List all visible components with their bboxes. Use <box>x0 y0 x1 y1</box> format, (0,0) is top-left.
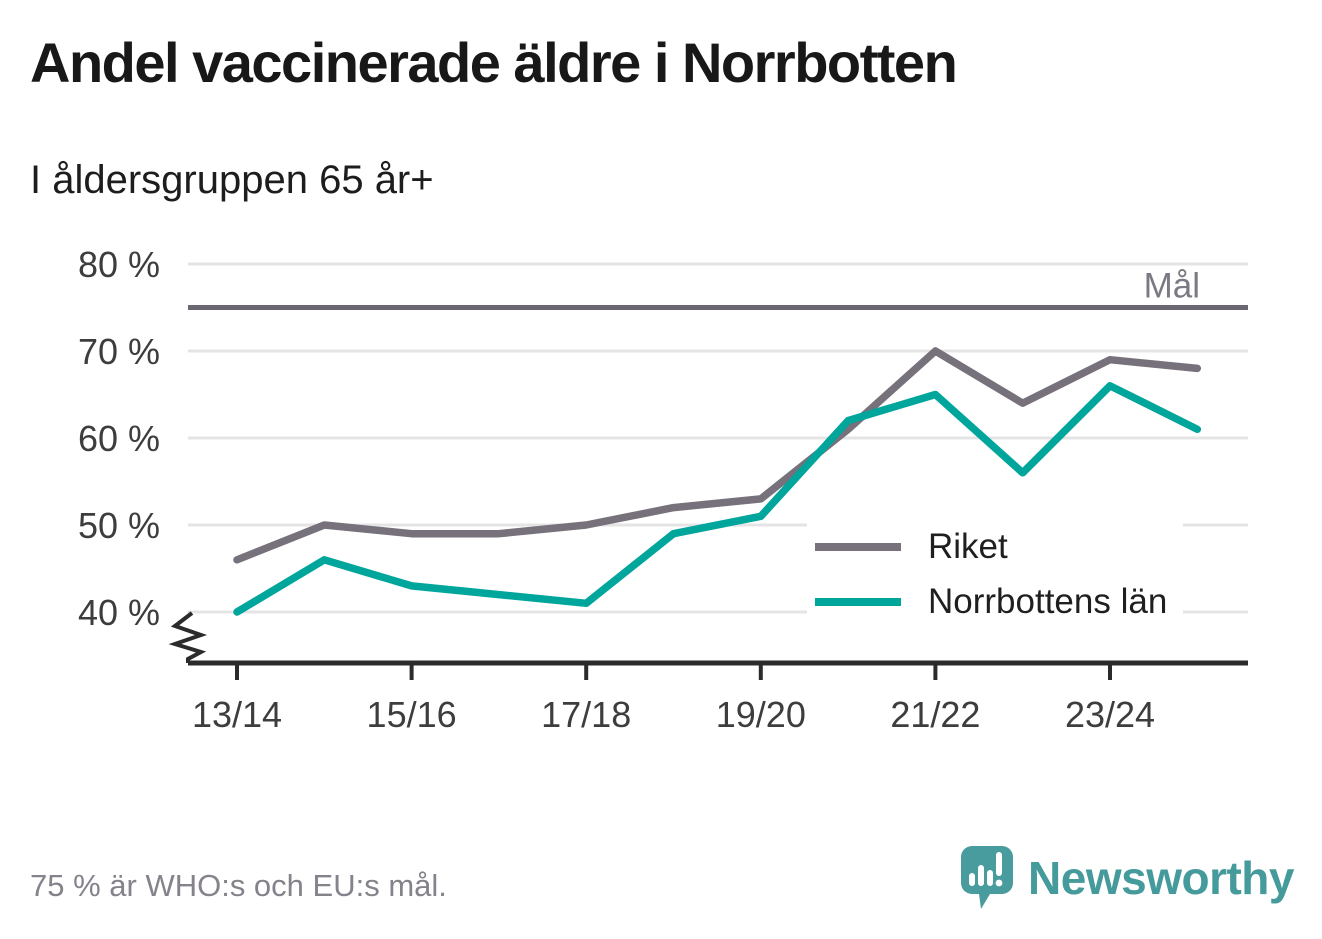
legend: Riket Norrbottens län <box>815 527 1167 621</box>
axis-break-icon <box>168 611 208 663</box>
line-chart: 40 % 50 % 60 % 70 % 80 % Mål 13/14 15/16 17/18 19… <box>0 240 1322 760</box>
x-tick-label: 19/20 <box>716 694 806 735</box>
brand-logo: Newsworthy <box>960 842 1294 914</box>
legend-swatch <box>815 598 901 606</box>
y-tick-label: 80 % <box>78 244 160 285</box>
legend-label: Riket <box>928 527 1008 566</box>
newsworthy-bubble-icon <box>961 846 1014 909</box>
y-tick-label: 60 % <box>78 418 160 459</box>
chart-title: Andel vaccinerade äldre i Norrbotten <box>30 31 958 94</box>
series-line-riket <box>233 347 1202 564</box>
y-tick-label: 40 % <box>78 592 160 633</box>
line-chart-svg: 40 % 50 % 60 % 70 % 80 % Mål 13/14 15/16 17/18 19… <box>78 244 1248 735</box>
chart-subtitle: I åldersgruppen 65 år+ <box>30 158 434 202</box>
y-tick-label: 70 % <box>78 331 160 372</box>
series-line-norrbottens-l-n <box>233 382 1202 616</box>
x-axis: 13/14 15/16 17/18 19/20 21/22 23/24 <box>188 660 1248 735</box>
x-tick-label: 21/22 <box>890 694 980 735</box>
x-tick-label: 13/14 <box>192 694 282 735</box>
brand-name: Newsworthy <box>1028 852 1294 904</box>
x-tick-label: 23/24 <box>1065 694 1155 735</box>
y-tick-label: 50 % <box>78 505 160 546</box>
legend-swatch <box>815 543 901 551</box>
legend-background <box>807 520 1183 630</box>
target-label: Mål <box>1144 267 1200 306</box>
legend-label: Norrbottens län <box>928 582 1167 621</box>
footnote: 75 % är WHO:s och EU:s mål. <box>30 868 447 903</box>
series-lines <box>233 347 1202 616</box>
x-tick-label: 15/16 <box>367 694 457 735</box>
x-tick-label: 17/18 <box>541 694 631 735</box>
target-line-group: Mål <box>188 267 1248 310</box>
y-axis-labels: 40 % 50 % 60 % 70 % 80 % <box>78 244 160 633</box>
